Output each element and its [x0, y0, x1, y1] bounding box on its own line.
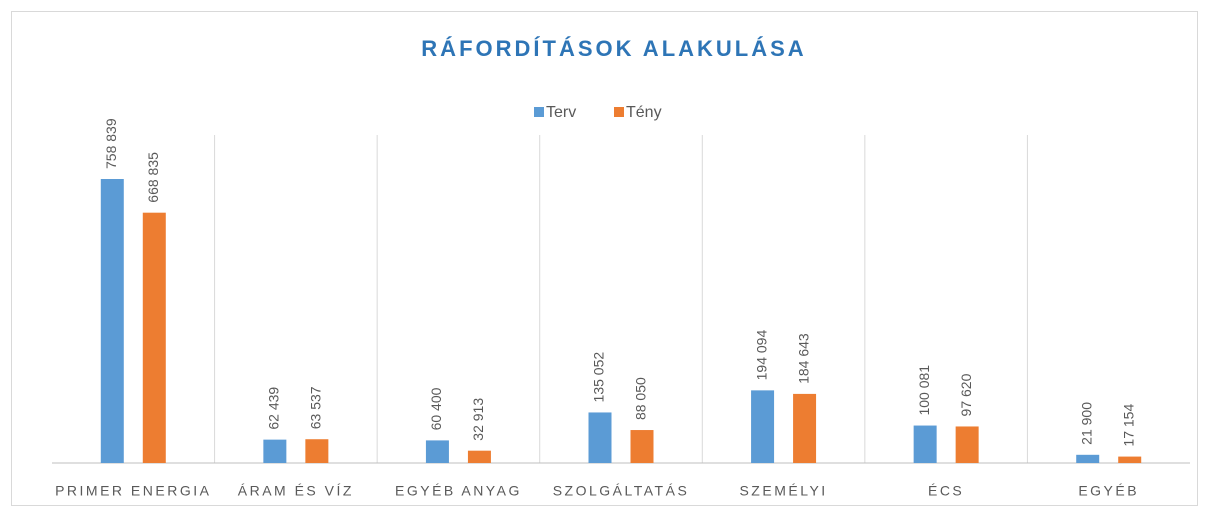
bar — [751, 390, 775, 463]
value-label: 63 537 — [308, 386, 324, 429]
value-label: 21 900 — [1078, 402, 1094, 445]
legend-swatch — [614, 107, 624, 117]
value-label: 60 400 — [428, 387, 444, 430]
x-tick-label: PRIMER ENERGIA — [55, 483, 211, 499]
bar — [955, 426, 979, 463]
value-label: 97 620 — [958, 373, 974, 416]
bar — [142, 212, 166, 463]
x-tick-label: ÉCS — [928, 483, 964, 499]
legend-swatch — [534, 107, 544, 117]
bar — [1118, 456, 1142, 463]
bar — [100, 179, 124, 463]
x-tick-label: SZEMÉLYI — [739, 483, 827, 499]
bar — [467, 450, 491, 463]
x-tick-label: EGYÉB ANYAG — [395, 483, 522, 499]
bar — [1076, 454, 1100, 463]
value-label: 88 050 — [633, 377, 649, 420]
chart-title: RÁFORDÍTÁSOK ALAKULÁSA — [421, 36, 806, 61]
bar — [263, 439, 287, 463]
bar — [425, 440, 449, 463]
value-label: 32 913 — [470, 398, 486, 441]
value-label: 62 439 — [266, 387, 282, 430]
x-tick-label: ÁRAM ÉS VÍZ — [238, 483, 354, 499]
value-label: 100 081 — [916, 365, 932, 416]
value-label: 184 643 — [795, 333, 811, 384]
x-tick-label: EGYÉB — [1078, 483, 1139, 499]
legend-label: Tény — [626, 104, 662, 121]
value-label: 135 052 — [591, 352, 607, 403]
bar — [630, 430, 654, 463]
bar — [913, 425, 937, 463]
bar — [305, 439, 329, 463]
legend-label: Terv — [546, 104, 576, 121]
bar — [588, 412, 612, 463]
value-label: 668 835 — [145, 152, 161, 203]
x-tick-label: SZOLGÁLTATÁS — [553, 483, 690, 499]
value-label: 17 154 — [1120, 404, 1136, 447]
bar — [793, 393, 817, 463]
value-label: 758 839 — [103, 118, 119, 169]
value-label: 194 094 — [753, 330, 769, 381]
